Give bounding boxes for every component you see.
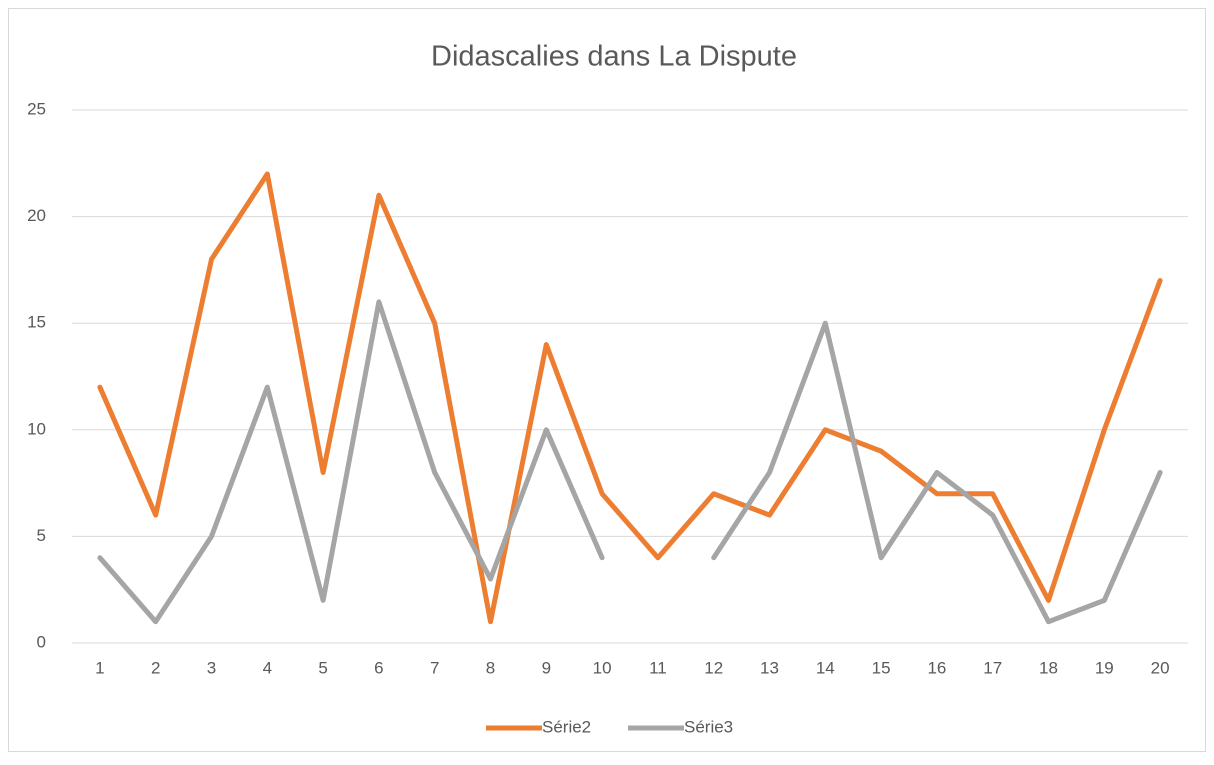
x-tick-label: 5	[318, 658, 327, 677]
x-tick-label: 10	[593, 658, 612, 677]
x-tick-label: 4	[263, 658, 272, 677]
y-tick-label: 5	[37, 526, 46, 545]
series-line	[97, 299, 1163, 625]
y-tick-label: 15	[27, 313, 46, 332]
x-tick-label: 7	[430, 658, 439, 677]
y-tick-label: 0	[37, 632, 46, 651]
x-tick-label: 20	[1151, 658, 1170, 677]
chart-border	[8, 8, 1206, 752]
x-tick-label: 2	[151, 658, 160, 677]
legend-label: Série2	[542, 717, 591, 736]
y-tick-label: 25	[27, 99, 46, 118]
x-tick-label: 15	[872, 658, 891, 677]
x-tick-label: 3	[207, 658, 216, 677]
legend-label: Série3	[684, 717, 733, 736]
x-tick-label: 9	[542, 658, 551, 677]
x-tick-label: 17	[983, 658, 1002, 677]
x-tick-label: 11	[649, 658, 667, 677]
x-tick-label: 14	[816, 658, 835, 677]
x-tick-label: 16	[927, 658, 946, 677]
x-tick-label: 19	[1095, 658, 1114, 677]
x-tick-label: 1	[95, 658, 104, 677]
chart-title: Didascalies dans La Dispute	[431, 41, 797, 73]
y-tick-label: 10	[27, 419, 46, 438]
x-tick-label: 13	[760, 658, 779, 677]
x-tick-label: 6	[374, 658, 383, 677]
x-tick-label: 12	[704, 658, 723, 677]
y-tick-label: 20	[27, 206, 46, 225]
x-tick-label: 18	[1039, 658, 1058, 677]
series-line	[97, 171, 1163, 625]
x-tick-label: 8	[486, 658, 495, 677]
